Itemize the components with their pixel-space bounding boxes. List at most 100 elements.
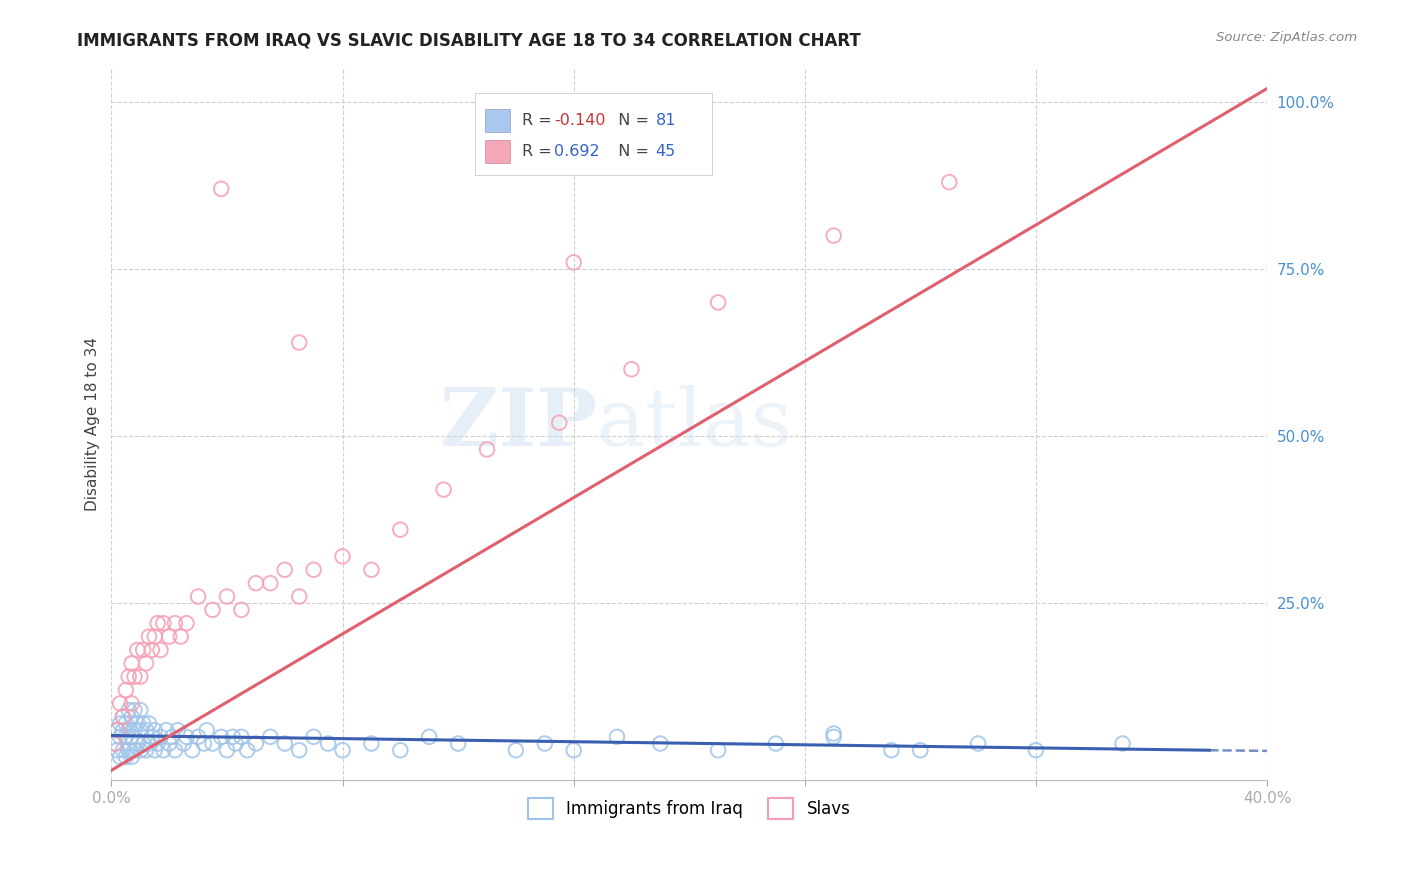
Point: [146, 737, 169, 751]
Point: [360, 563, 382, 577]
Point: [215, 743, 238, 757]
Point: [108, 716, 131, 731]
Point: [650, 737, 672, 751]
Point: [118, 743, 141, 757]
Point: [1111, 737, 1133, 751]
Text: IMMIGRANTS FROM IRAQ VS SLAVIC DISABILITY AGE 18 TO 34 CORRELATION CHART: IMMIGRANTS FROM IRAQ VS SLAVIC DISABILIT…: [77, 31, 860, 49]
Point: [157, 737, 180, 751]
Point: [124, 743, 146, 757]
Point: [152, 743, 174, 757]
Point: [138, 737, 160, 751]
Text: Source: ZipAtlas.com: Source: ZipAtlas.com: [1216, 31, 1357, 45]
Point: [288, 743, 311, 757]
Point: [620, 362, 643, 376]
Point: [111, 710, 134, 724]
Point: [163, 743, 186, 757]
Point: [138, 630, 160, 644]
Point: [118, 670, 141, 684]
Point: [548, 416, 571, 430]
Text: R =: R =: [522, 113, 557, 128]
Point: [129, 723, 152, 738]
Point: [288, 335, 311, 350]
Point: [215, 590, 238, 604]
Point: [160, 730, 183, 744]
Point: [823, 730, 845, 744]
Point: [143, 723, 166, 738]
Point: [115, 683, 138, 698]
Point: [141, 643, 163, 657]
Point: [316, 737, 339, 751]
Point: [447, 737, 470, 751]
Point: [938, 175, 960, 189]
Point: [176, 616, 198, 631]
Point: [475, 442, 498, 457]
Point: [823, 228, 845, 243]
Point: [149, 643, 172, 657]
Text: N =: N =: [609, 145, 654, 160]
Point: [132, 643, 155, 657]
Point: [707, 743, 730, 757]
Point: [127, 643, 149, 657]
Point: [135, 723, 157, 738]
Point: [129, 670, 152, 684]
Point: [201, 603, 224, 617]
Point: [606, 730, 628, 744]
Point: [823, 726, 845, 740]
Bar: [485, 140, 510, 163]
Point: [418, 730, 440, 744]
Point: [225, 737, 247, 751]
Text: R =: R =: [522, 145, 557, 160]
Point: [108, 697, 131, 711]
Point: [121, 697, 143, 711]
Point: [274, 563, 297, 577]
Point: [152, 616, 174, 631]
Point: [115, 730, 138, 744]
Point: [121, 657, 143, 671]
Point: [187, 730, 209, 744]
Point: [118, 703, 141, 717]
Point: [105, 723, 128, 738]
Point: [132, 737, 155, 751]
Point: [389, 523, 412, 537]
Point: [108, 750, 131, 764]
Point: [222, 730, 245, 744]
Point: [231, 603, 253, 617]
Point: [332, 743, 354, 757]
Point: [118, 723, 141, 738]
Text: 45: 45: [655, 145, 676, 160]
Point: [124, 723, 146, 738]
Point: [181, 743, 204, 757]
Point: [141, 730, 163, 744]
Point: [135, 657, 157, 671]
Point: [129, 743, 152, 757]
Point: [288, 590, 311, 604]
Point: [910, 743, 932, 757]
Point: [505, 743, 527, 757]
Point: [111, 743, 134, 757]
Bar: [485, 109, 510, 132]
Point: [707, 295, 730, 310]
Point: [245, 576, 267, 591]
Text: 81: 81: [655, 113, 676, 128]
Point: [157, 630, 180, 644]
Point: [124, 703, 146, 717]
Point: [108, 730, 131, 744]
Point: [176, 730, 198, 744]
Point: [103, 737, 125, 751]
Point: [167, 723, 190, 738]
Point: [132, 716, 155, 731]
Point: [302, 563, 325, 577]
Point: [187, 590, 209, 604]
Y-axis label: Disability Age 18 to 34: Disability Age 18 to 34: [86, 337, 100, 511]
Point: [562, 255, 585, 269]
Point: [173, 737, 195, 751]
Point: [129, 703, 152, 717]
Point: [163, 616, 186, 631]
Point: [127, 716, 149, 731]
Point: [105, 723, 128, 738]
Point: [332, 549, 354, 564]
Point: [138, 716, 160, 731]
Point: [135, 743, 157, 757]
Legend: Immigrants from Iraq, Slavs: Immigrants from Iraq, Slavs: [522, 792, 858, 825]
Point: [433, 483, 456, 497]
